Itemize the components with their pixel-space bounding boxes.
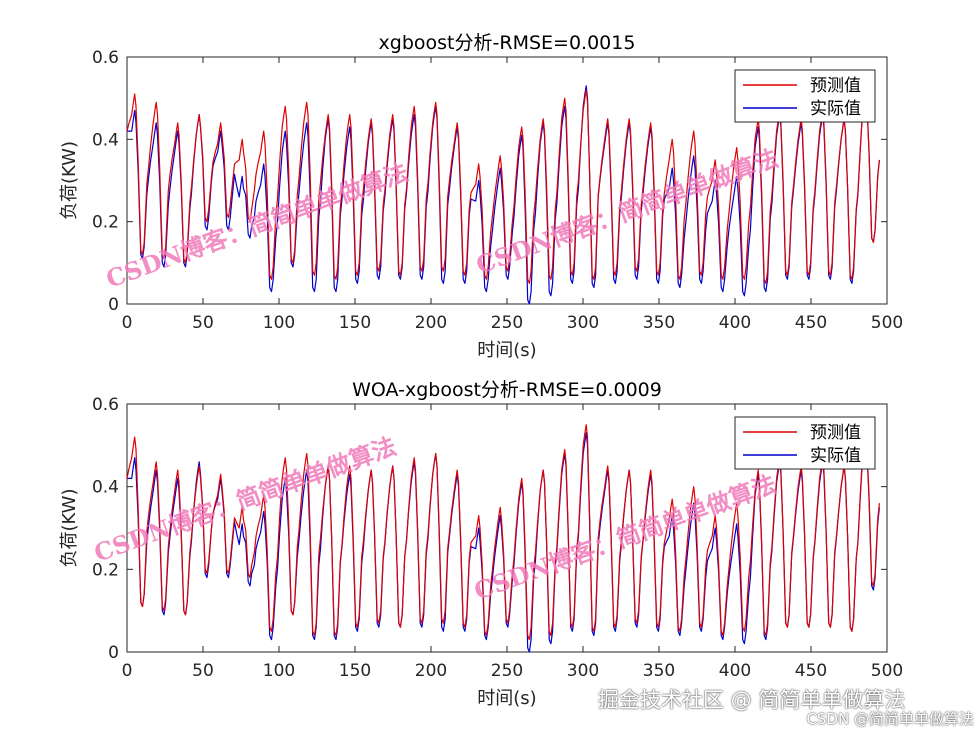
legend-label: 预测值 [810,423,861,443]
x-axis-label: 时间(s) [477,340,536,361]
credit-main: 掘金技术社区 @ 简简单单做算法 [598,688,906,712]
y-tick-label: 0 [108,643,119,663]
x-tick-label: 300 [567,661,599,681]
x-tick-label: 150 [339,661,371,681]
series-line-actual [127,85,880,305]
series-line-predicted [126,89,880,284]
chart-panel-1: xgboost分析-RMSE=0.0015 0 50 100 150 200 250 300 3… [59,32,903,361]
legend-label: 实际值 [810,99,861,119]
x-tick-label: 200 [415,313,447,333]
x-tick-label: 250 [491,661,523,681]
x-tick-label: 500 [871,313,903,333]
y-tick-label: 0.4 [92,130,119,150]
y-tick-label: 0.2 [92,560,119,580]
x-tick-label: 400 [719,313,751,333]
x-tick-label: 200 [415,661,447,681]
y-tick-label: 0.4 [92,478,119,498]
legend-label: 实际值 [810,446,861,466]
x-tick-label: 400 [719,661,751,681]
legend-box [734,69,876,123]
y-tick-label: 0.6 [92,48,119,68]
x-tick-label: 450 [795,661,827,681]
credit-sub: CSDN @简简单单做算法 [806,710,974,728]
series-line-predicted [126,424,880,641]
y-tick-label: 0.6 [92,395,119,415]
legend-label: 预测值 [810,76,861,96]
x-tick-label: 50 [192,313,214,333]
x-tick-label: 350 [643,661,675,681]
y-axis-label: 负荷(KW) [59,141,80,220]
x-tick-label: 100 [263,661,295,681]
x-tick-label: 450 [795,313,827,333]
x-tick-label: 150 [339,313,371,333]
chart-panel-2: WOA-xgboost分析-RMSE=0.0009 0 50 100 150 200 250… [59,379,903,709]
x-tick-label: 100 [263,313,295,333]
chart-title: xgboost分析-RMSE=0.0015 [379,32,636,54]
x-tick-label: 350 [643,313,675,333]
y-tick-label: 0.2 [92,213,119,233]
x-tick-label: 50 [192,661,214,681]
x-tick-label: 0 [122,661,133,681]
x-tick-label: 500 [871,661,903,681]
x-tick-label: 250 [491,313,523,333]
y-tick-label: 0 [108,295,119,315]
x-axis-label: 时间(s) [477,688,536,709]
legend-box [734,416,876,470]
y-axis-label: 负荷(KW) [59,488,80,567]
x-tick-label: 300 [567,313,599,333]
chart-title: WOA-xgboost分析-RMSE=0.0009 [352,379,662,401]
x-tick-label: 0 [122,313,133,333]
